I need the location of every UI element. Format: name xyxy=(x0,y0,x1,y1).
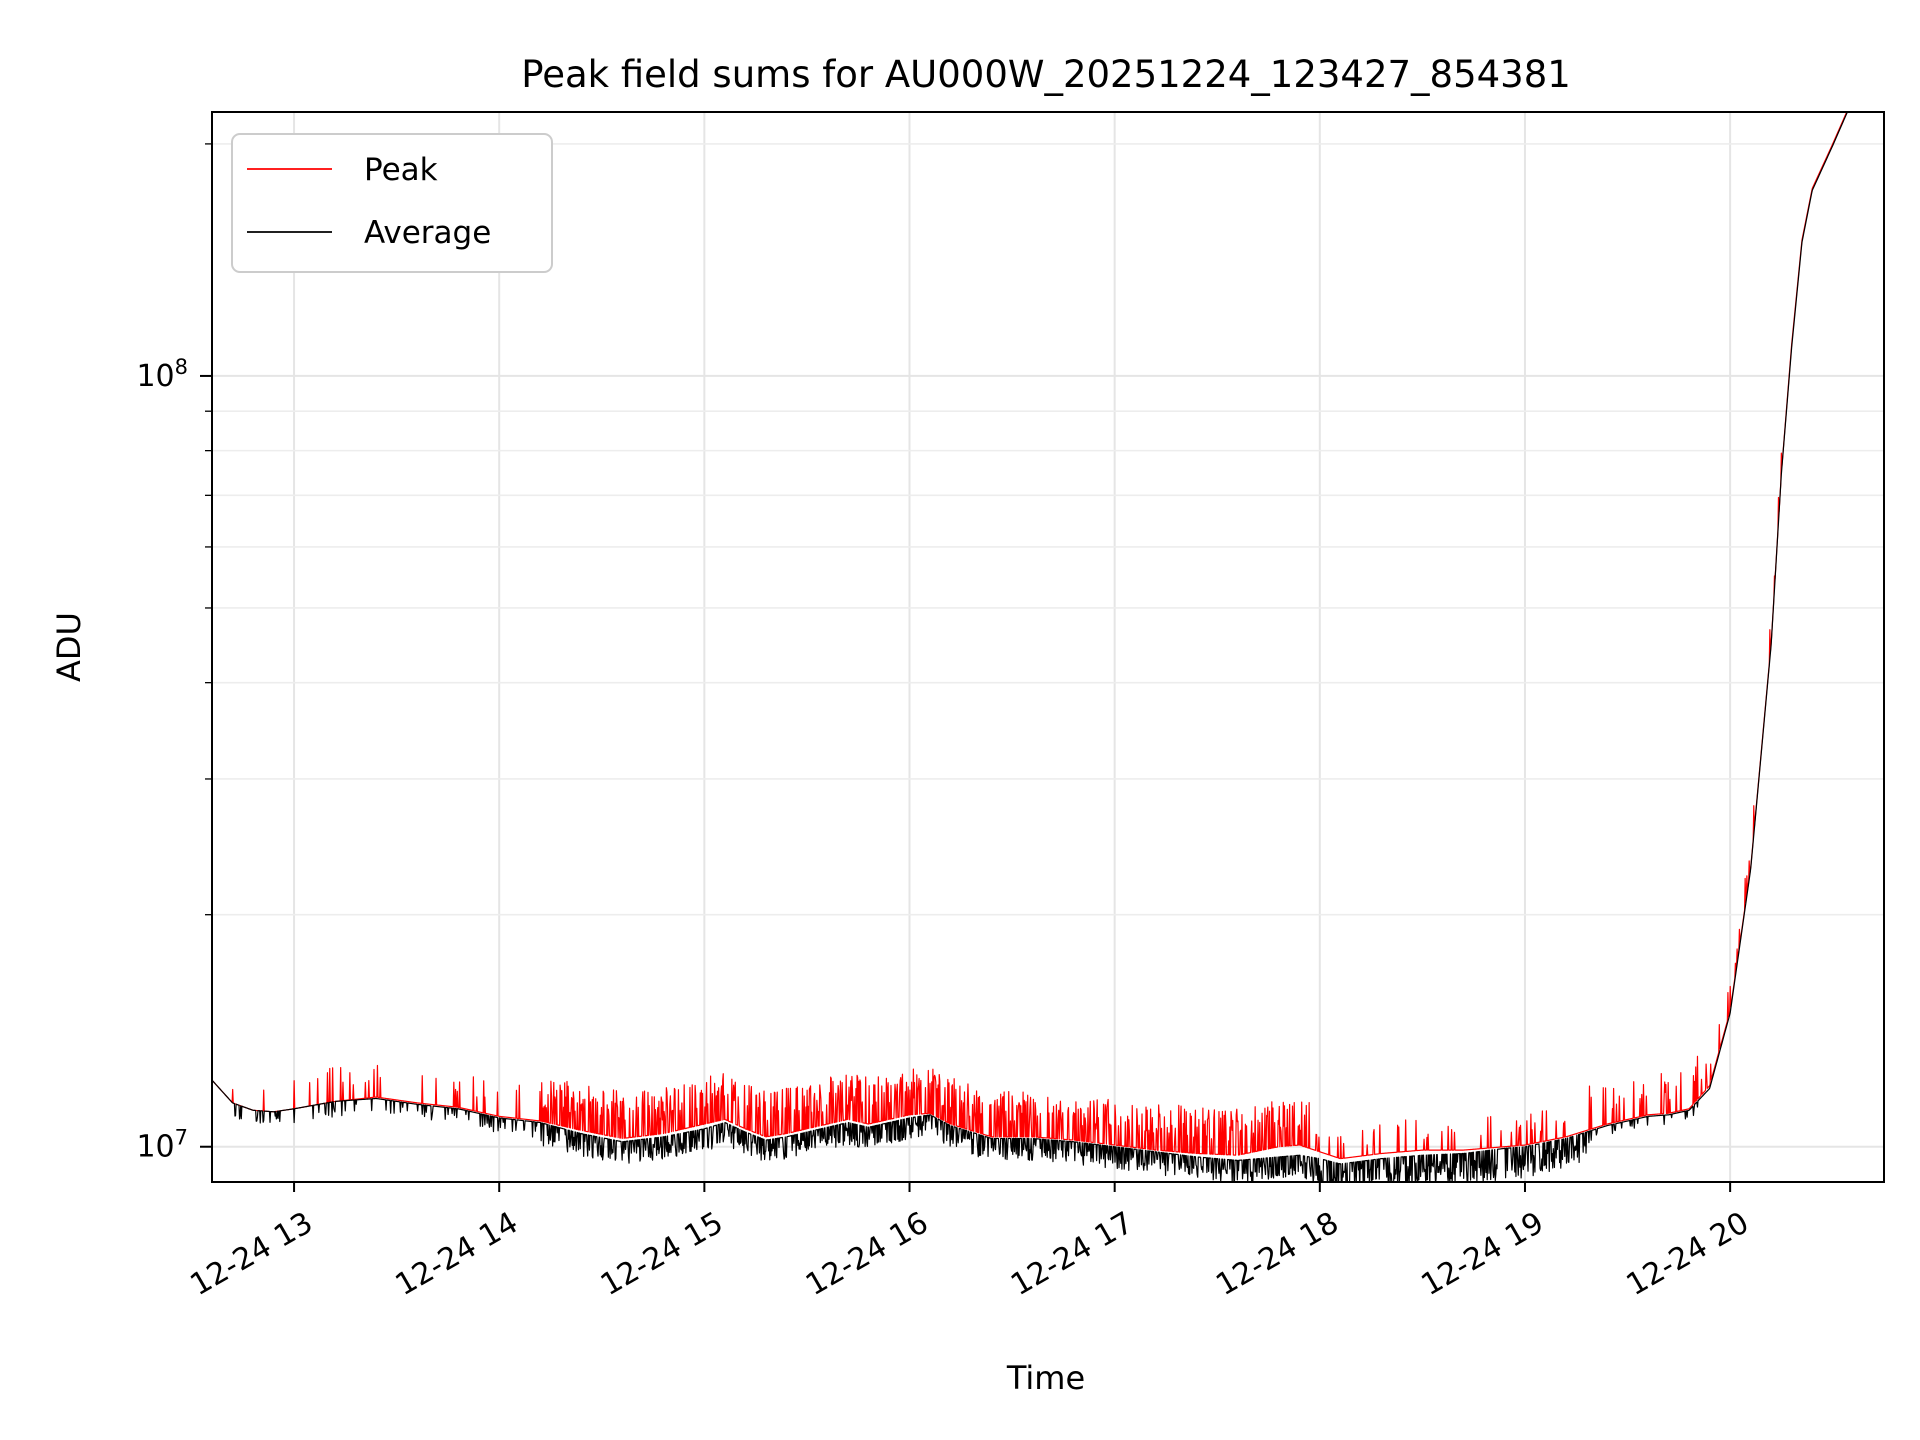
y-tick-base: 10 xyxy=(136,359,174,394)
peak-series-line xyxy=(212,112,1848,1160)
y-axis-label: ADU xyxy=(50,612,88,682)
y-tick-exponent: 8 xyxy=(175,355,188,379)
y-tick-exponent: 7 xyxy=(175,1126,188,1150)
average-series-line xyxy=(212,112,1849,1182)
chart-title: Peak field sums for AU000W_20251224_1234… xyxy=(521,53,1571,96)
y-tick-label: 108 xyxy=(136,355,188,394)
plot-frame xyxy=(211,111,1885,1183)
y-tick-label: 107 xyxy=(136,1126,188,1165)
grid xyxy=(212,112,1884,1182)
legend-peak-label: Peak xyxy=(364,152,438,188)
series-group xyxy=(212,112,1849,1182)
x-axis-label: Time xyxy=(1006,1359,1085,1397)
y-tick-base: 10 xyxy=(136,1130,174,1165)
legend: Peak Average xyxy=(231,133,553,273)
legend-average-label: Average xyxy=(364,215,491,251)
